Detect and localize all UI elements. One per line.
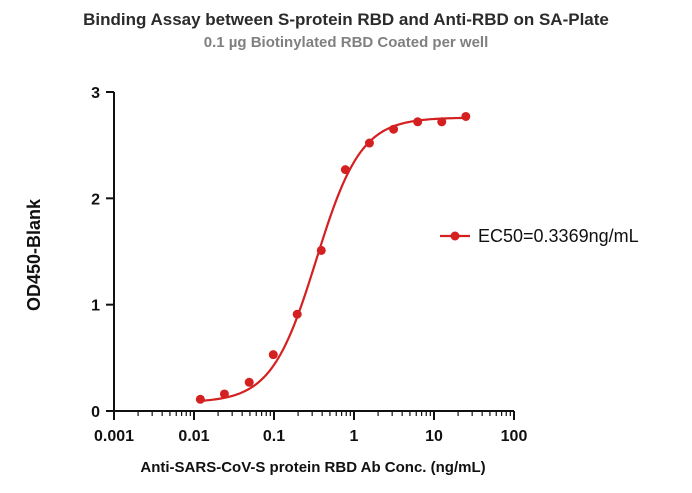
data-point xyxy=(292,309,302,319)
x-axis-label: Anti-SARS-CoV-S protein RBD Ab Conc. (ng… xyxy=(140,459,485,476)
x-tick-label: 0.001 xyxy=(94,428,134,445)
data-point xyxy=(437,117,447,127)
fit-curve xyxy=(200,116,466,402)
y-tick-label: 2 xyxy=(91,191,100,208)
x-tick-label: 1 xyxy=(350,428,359,445)
data-point xyxy=(340,165,350,175)
x-tick-label: 10 xyxy=(425,428,443,445)
data-point xyxy=(413,117,423,127)
y-tick-label: 3 xyxy=(91,85,100,102)
data-point xyxy=(316,245,326,255)
data-point xyxy=(219,389,229,399)
data-point xyxy=(389,124,399,134)
chart-subtitle: 0.1 µg Biotinylated RBD Coated per well xyxy=(203,34,489,51)
legend: EC50=0.3369ng/mL xyxy=(440,226,639,246)
plot-area xyxy=(195,111,471,404)
x-tick-label: 0.1 xyxy=(263,428,285,445)
axes: 0 1 2 3 0.001 0.01 0.1 1 10 100 xyxy=(91,85,527,445)
legend-marker xyxy=(450,231,460,241)
legend-label: EC50=0.3369ng/mL xyxy=(478,226,639,246)
data-point xyxy=(461,111,471,121)
x-tick-label: 0.01 xyxy=(178,428,209,445)
data-point xyxy=(244,377,254,387)
chart-title: Binding Assay between S-protein RBD and … xyxy=(83,10,609,29)
y-tick-label: 1 xyxy=(91,298,100,315)
y-tick-label: 0 xyxy=(91,404,100,421)
data-point xyxy=(195,394,205,404)
data-point xyxy=(364,138,374,148)
x-tick-label: 100 xyxy=(501,428,528,445)
data-point xyxy=(268,350,278,360)
y-axis-label: OD450-Blank xyxy=(24,198,44,311)
